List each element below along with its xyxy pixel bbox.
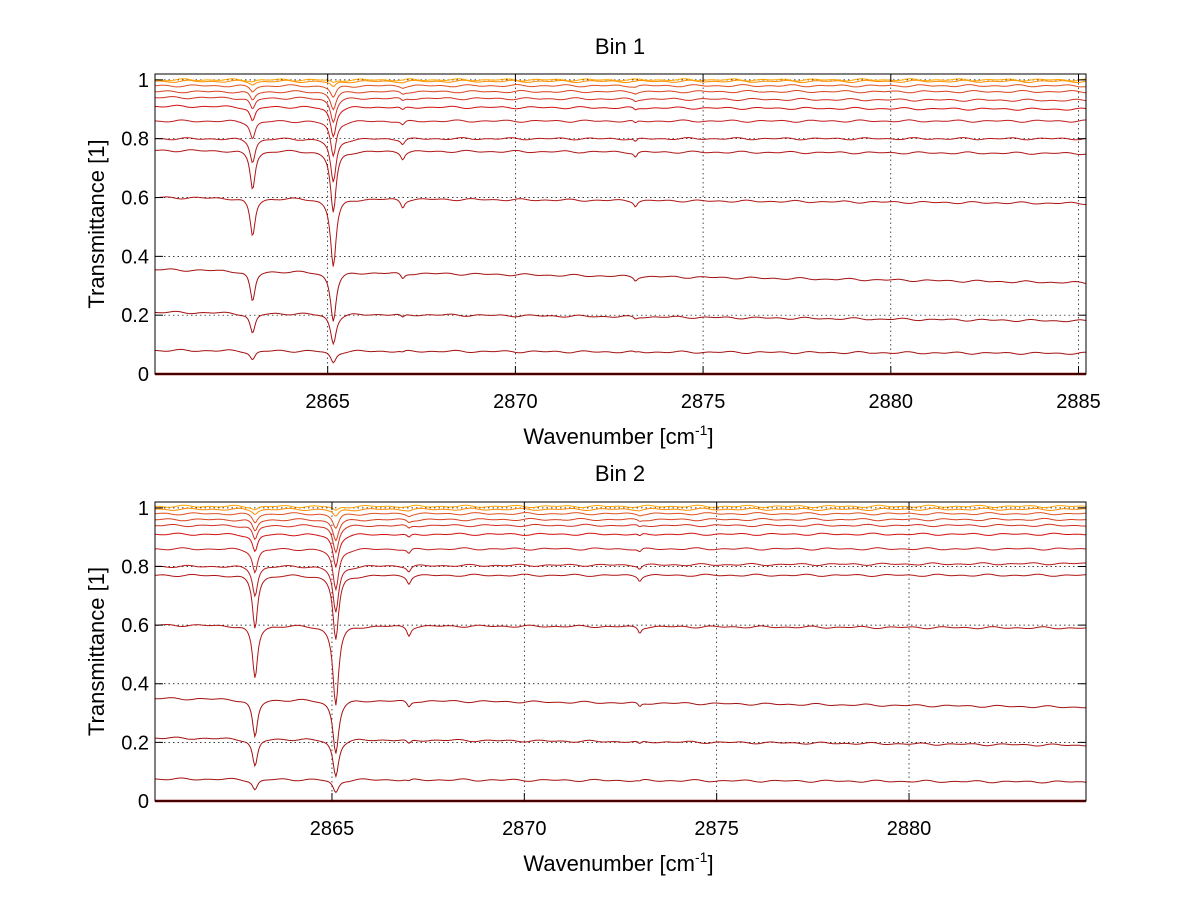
series-line (154, 268, 1087, 322)
grid (155, 502, 1086, 802)
series-line (155, 348, 1086, 364)
y-tick-label: 0 (138, 791, 149, 813)
x-tick-label: 2875 (681, 391, 726, 413)
y-tick-label: 1 (138, 70, 149, 92)
x-axis-label-close: ] (707, 424, 713, 449)
series-line (154, 149, 1087, 213)
y-tick-label: 0.4 (121, 246, 149, 268)
series-line (154, 562, 1086, 613)
series-line (155, 547, 1087, 592)
series-line (154, 104, 1087, 139)
x-axis-label-text: Wavenumber [cm (523, 424, 695, 449)
series-line (154, 136, 1087, 183)
x-tick-label: 2880 (869, 391, 914, 413)
axes-frame (154, 501, 1087, 802)
series-line (154, 523, 1087, 554)
x-axis-label-superscript: -1 (695, 422, 708, 438)
series-line (154, 507, 1086, 517)
series-group (154, 504, 1087, 803)
series-line (154, 573, 1087, 640)
x-tick-label: 2870 (493, 391, 538, 413)
y-tick-label: 0 (138, 364, 149, 386)
series-line (155, 624, 1087, 706)
series-line (155, 78, 1087, 83)
series-line (154, 697, 1087, 754)
series-line (154, 532, 1087, 569)
series-line (154, 90, 1087, 111)
x-axis-label-superscript: -1 (695, 849, 708, 865)
y-tick-label: 1 (138, 498, 149, 520)
chart-title: Bin 1 (595, 34, 645, 59)
series-line (155, 84, 1087, 98)
grid (155, 74, 1086, 375)
x-tick-label: 2870 (502, 818, 547, 840)
y-tick-label: 0.8 (121, 129, 149, 151)
series-line (155, 196, 1086, 267)
series-group (154, 78, 1087, 376)
chart-title: Bin 2 (595, 461, 645, 486)
x-tick-label: 2875 (694, 818, 739, 840)
x-tick-label: 2865 (310, 818, 355, 840)
subplot-bin-2: Bin 2 2865 2870 2875 2880 0 0.2 0.4 0.6 0.8 1 Tra… (84, 461, 1087, 876)
x-axis-label-text: Wavenumber [cm (523, 851, 695, 876)
series-line (154, 79, 1087, 88)
series-line (155, 119, 1086, 158)
y-tick-label: 0.2 (121, 732, 149, 754)
x-axis-label: Wavenumber [cm-1] (523, 849, 713, 876)
series-line (155, 777, 1087, 794)
y-tick-label: 0.6 (121, 188, 149, 210)
series-line (155, 517, 1087, 542)
series-line (154, 736, 1087, 779)
y-tick-label: 0.6 (121, 615, 149, 637)
y-axis-label: Transmittance [1] (84, 139, 109, 308)
series-line (155, 504, 1087, 511)
y-tick-label: 0.4 (121, 674, 149, 696)
x-tick-label: 2885 (1056, 391, 1101, 413)
x-axis-label: Wavenumber [cm-1] (523, 422, 713, 449)
series-line (154, 512, 1087, 530)
x-tick-label: 2880 (887, 818, 932, 840)
subplot-bin-1: Bin 1 2865 2870 2875 2880 2885 0 0.2 0.4 0.6 0.8 1… (84, 34, 1101, 449)
y-axis-label: Transmittance [1] (84, 567, 109, 736)
series-line (154, 310, 1087, 346)
y-tick-label: 0.8 (121, 556, 149, 578)
series-line (154, 96, 1087, 124)
y-tick-label: 0.2 (121, 305, 149, 327)
ticks: 2865 2870 2875 2880 0 0.2 0.4 0.6 0.8 1 (121, 498, 1086, 840)
ticks: 2865 2870 2875 2880 2885 0 0.2 0.4 0.6 0.8 1 (121, 70, 1101, 413)
axes-frame (154, 73, 1087, 375)
x-tick-label: 2865 (305, 391, 350, 413)
x-axis-label-close: ] (707, 851, 713, 876)
